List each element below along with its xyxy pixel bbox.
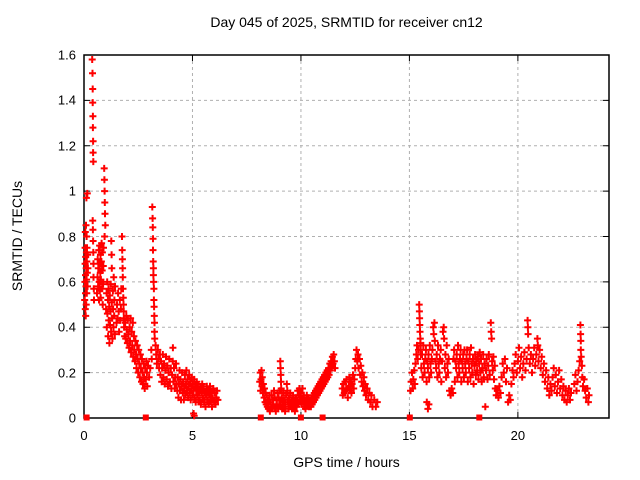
y-tick-label: 1.4 bbox=[57, 92, 76, 108]
y-tick-label: 0.6 bbox=[57, 274, 76, 290]
chart-title: Day 045 of 2025, SRMTID for receiver cn1… bbox=[210, 14, 483, 30]
y-tick-label: 1.2 bbox=[57, 138, 76, 154]
y-tick-label: 1.6 bbox=[57, 47, 76, 63]
x-tick-label: 10 bbox=[293, 428, 309, 443]
data-points bbox=[81, 56, 593, 420]
y-tick-label: 0.8 bbox=[57, 229, 76, 244]
y-tick-label: 1 bbox=[68, 183, 76, 199]
x-tick-label: 20 bbox=[510, 428, 526, 443]
x-axis-label: GPS time / hours bbox=[293, 454, 400, 470]
y-tick-label: 0.4 bbox=[57, 319, 76, 335]
x-tick-label: 0 bbox=[80, 428, 88, 443]
grid-lines bbox=[84, 55, 609, 418]
y-tick-label: 0.2 bbox=[57, 365, 76, 381]
x-tick-label: 5 bbox=[188, 428, 197, 443]
y-tick-label: 0 bbox=[68, 410, 76, 426]
x-tick-label: 15 bbox=[402, 428, 417, 443]
